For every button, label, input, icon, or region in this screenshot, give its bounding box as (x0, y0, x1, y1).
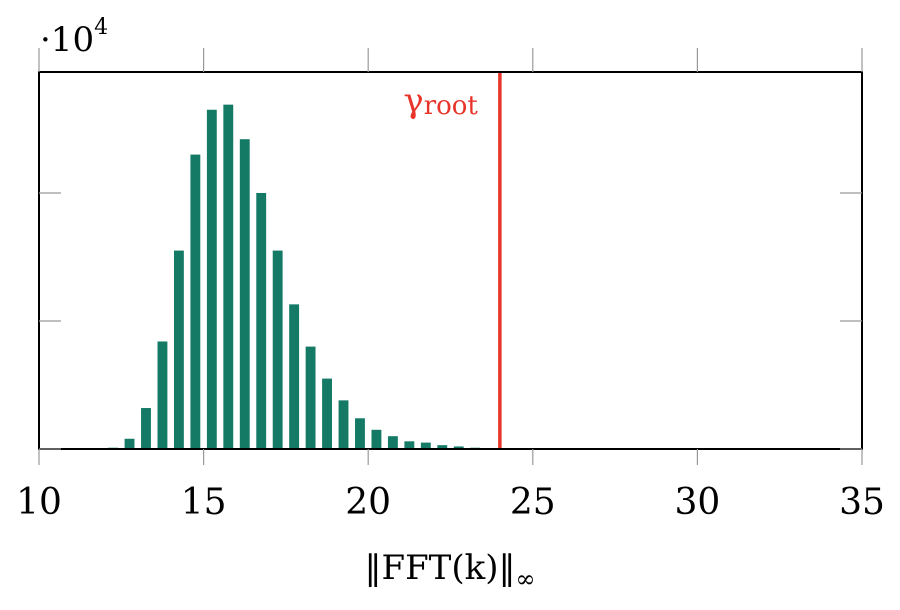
bar (157, 341, 168, 449)
bar (338, 400, 349, 449)
bar (190, 154, 201, 449)
x-tick-label: 25 (510, 482, 556, 523)
y-multiplier-exponent: 4 (94, 15, 108, 40)
bar (239, 139, 250, 449)
x-tick-label: 10 (16, 482, 62, 523)
threshold-label-symbol: γ (403, 81, 423, 121)
x-axis-label-text: ‖FFT(k)‖ (365, 548, 516, 588)
x-tick-label: 30 (674, 482, 720, 523)
bar (206, 109, 217, 449)
bar (124, 438, 135, 449)
x-tick-label: 35 (839, 482, 885, 523)
threshold-label-subscript: root (424, 91, 479, 121)
bar (141, 408, 151, 449)
bar (453, 446, 464, 449)
x-axis-label: ‖FFT(k)‖∞ (365, 548, 536, 593)
bar (173, 250, 184, 449)
threshold-label: γroot (403, 81, 478, 121)
bar (387, 436, 398, 449)
bar (289, 304, 300, 449)
bar (272, 250, 283, 449)
bar (256, 192, 267, 449)
bar (437, 445, 448, 449)
bar (223, 104, 234, 449)
bar (355, 418, 365, 449)
bar (404, 441, 415, 449)
y-multiplier: ·104 (40, 15, 108, 60)
x-tick-label: 20 (345, 482, 391, 523)
bar (322, 378, 332, 449)
bar (305, 346, 316, 449)
bar (420, 442, 431, 449)
plot-frame (38, 71, 863, 450)
x-axis-label-subscript: ∞ (516, 565, 536, 593)
bar (371, 429, 382, 449)
y-multiplier-base: ·10 (40, 20, 94, 60)
x-tick-label: 15 (181, 482, 227, 523)
